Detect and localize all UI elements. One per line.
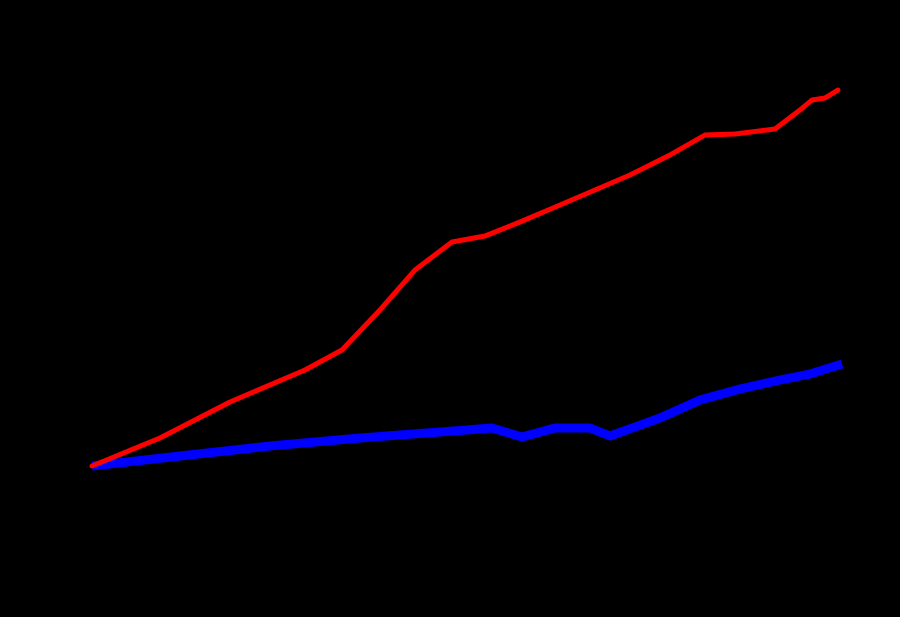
series-line-blue [91, 359, 844, 471]
series-line-red [89, 87, 841, 469]
